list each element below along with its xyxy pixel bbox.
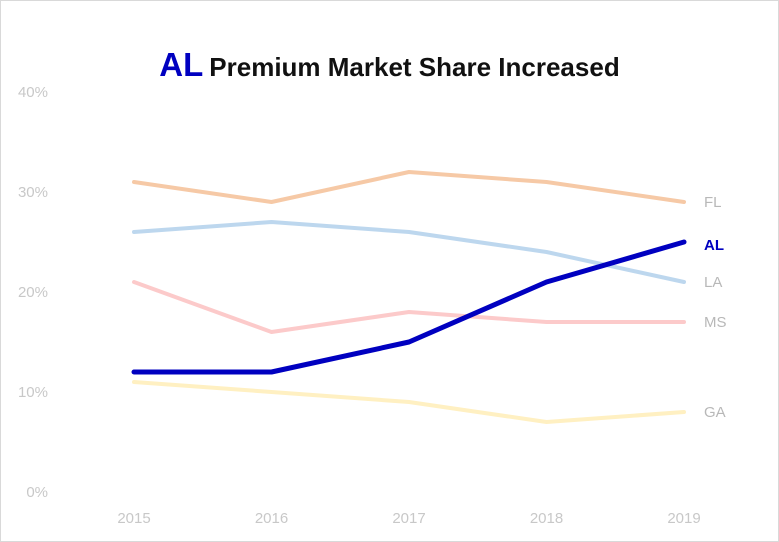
- series-line-fl: [132, 170, 686, 204]
- series-line-la: [132, 220, 686, 284]
- y-tick-label: 10%: [18, 384, 48, 401]
- x-tick-label: 2019: [667, 510, 700, 527]
- series-line-ms: [132, 280, 686, 334]
- series-labels: FL LA MS GA AL: [704, 194, 727, 421]
- series-lines: [131, 170, 687, 424]
- series-label-la: LA: [704, 274, 722, 291]
- series-label-ga: GA: [704, 404, 726, 421]
- x-tick-label: 2015: [117, 510, 150, 527]
- series-line-ga: [132, 380, 686, 424]
- series-label-ms: MS: [704, 314, 727, 331]
- series-label-al: AL: [704, 237, 724, 254]
- y-tick-label: 30%: [18, 184, 48, 201]
- series-line-al: [131, 239, 687, 375]
- x-tick-label: 2016: [255, 510, 288, 527]
- x-tick-label: 2018: [530, 510, 563, 527]
- x-axis: 2015 2016 2017 2018 2019: [117, 510, 700, 527]
- y-tick-label: 0%: [26, 484, 48, 501]
- chart-title: AL Premium Market Share Increased: [0, 46, 779, 84]
- chart-title-text: Premium Market Share Increased: [209, 52, 620, 82]
- y-tick-label: 20%: [18, 284, 48, 301]
- chart-title-highlight: AL: [159, 46, 204, 83]
- y-axis: 0% 10% 20% 30% 40%: [18, 84, 48, 501]
- x-tick-label: 2017: [392, 510, 425, 527]
- y-tick-label: 40%: [18, 84, 48, 101]
- series-label-fl: FL: [704, 194, 722, 211]
